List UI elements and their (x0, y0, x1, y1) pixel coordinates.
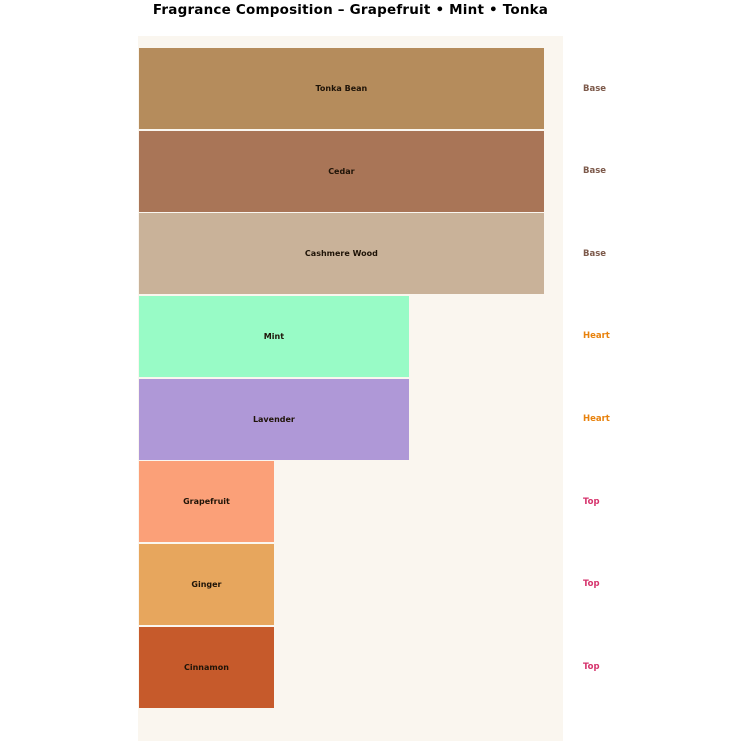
bar-label: Cashmere Wood (304, 249, 378, 259)
bar-cinnamon: Cinnamon (139, 626, 274, 708)
bar-grapefruit: Grapefruit (139, 461, 274, 543)
bar-label: Cedar (328, 166, 355, 176)
plot-area: Tonka Bean Base Cedar Base Cashmere Wood Base… (138, 36, 610, 741)
category-label-heart: Heart (583, 331, 610, 342)
bar-tonka-bean: Tonka Bean (139, 48, 544, 129)
bar-label: Cinnamon (183, 662, 229, 672)
bar-label: Tonka Bean (315, 84, 368, 93)
category-label-top: Top (583, 662, 600, 673)
bar-lavender: Lavender (139, 378, 409, 460)
bar-label: Mint (263, 331, 285, 341)
bar-label: Grapefruit (183, 497, 230, 507)
category-label-base: Base (583, 166, 607, 177)
bar-mint: Mint (139, 295, 409, 377)
bar-cedar: Cedar (139, 130, 544, 212)
bar-label: Ginger (191, 579, 222, 589)
category-label-base: Base (583, 248, 607, 259)
category-label-heart: Heart (583, 414, 610, 425)
category-label-top: Top (583, 579, 600, 590)
bar-label: Lavender (252, 414, 295, 424)
bar-ginger: Ginger (139, 543, 274, 625)
bar-cashmere-wood: Cashmere Wood (139, 213, 544, 295)
chart-title: Fragrance Composition – Grapefruit • Min… (152, 2, 549, 18)
category-label-base: Base (583, 83, 607, 94)
category-label-top: Top (583, 496, 600, 507)
